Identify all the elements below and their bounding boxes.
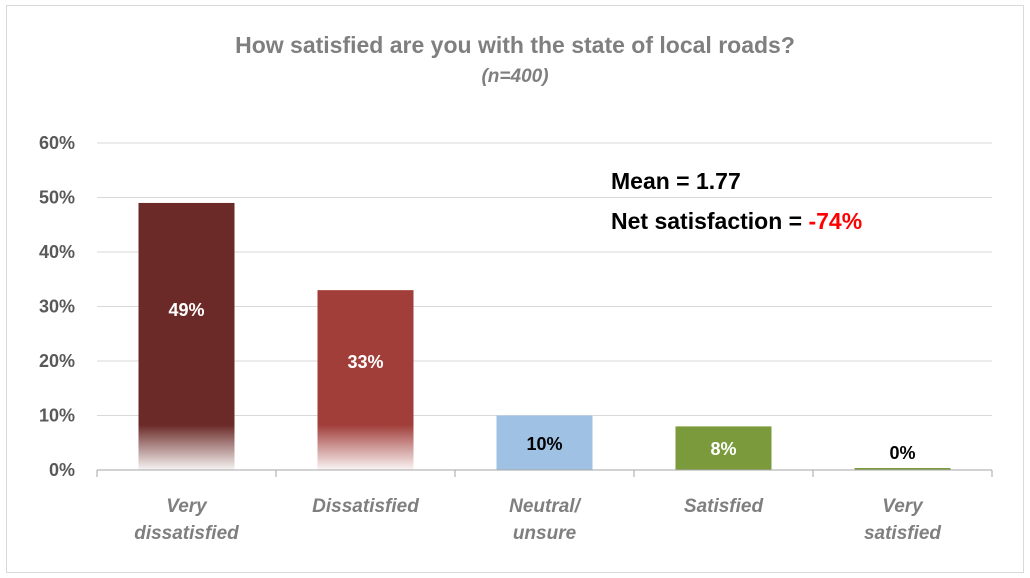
y-tick-label: 60%	[39, 133, 75, 153]
y-tick-label: 50%	[39, 188, 75, 208]
x-tick-label: Very	[882, 496, 924, 517]
mean-annotation: Mean = 1.77	[611, 168, 741, 194]
chart-subtitle: (n=400)	[481, 66, 549, 87]
x-tick-label: unsure	[513, 523, 577, 544]
bar	[317, 290, 414, 470]
y-tick-label: 40%	[39, 242, 75, 262]
y-tick-label: 10%	[39, 406, 75, 426]
data-label: 0%	[889, 443, 915, 463]
data-label: 8%	[710, 439, 736, 459]
y-tick-label: 30%	[39, 297, 75, 317]
net-satisfaction-value: -74%	[808, 208, 863, 234]
data-label: 10%	[526, 434, 562, 454]
chart-title: How satisfied are you with the state of …	[235, 32, 795, 58]
gridlines	[97, 142, 992, 416]
y-tick-label: 20%	[39, 351, 75, 371]
x-tick-label: dissatisfied	[134, 523, 239, 544]
y-axis: 0% 10% 20% 30% 40% 50% 60%	[39, 133, 75, 480]
x-tick-label: Neutral/	[509, 496, 581, 517]
x-axis: Very dissatisfied Dissatisfied Neutral/unsu…	[96, 469, 993, 544]
net-satisfaction-annotation: Net satisfaction = -74%	[611, 208, 862, 235]
data-label: 49%	[168, 300, 204, 320]
x-tick-label: Satisfied	[684, 496, 764, 517]
x-tick-label: satisfied	[864, 523, 941, 544]
bars: 49% 33% 10% 8% 0%	[138, 202, 951, 470]
net-satisfaction-label: Net satisfaction =	[611, 208, 809, 234]
bar	[138, 202, 235, 470]
x-tick-label: Dissatisfied	[312, 496, 419, 517]
bar	[854, 468, 951, 470]
y-tick-label: 0%	[49, 460, 75, 480]
data-label: 33%	[347, 352, 383, 372]
x-tick-label: Very	[166, 496, 208, 517]
bar	[496, 415, 593, 470]
bar	[675, 426, 772, 470]
